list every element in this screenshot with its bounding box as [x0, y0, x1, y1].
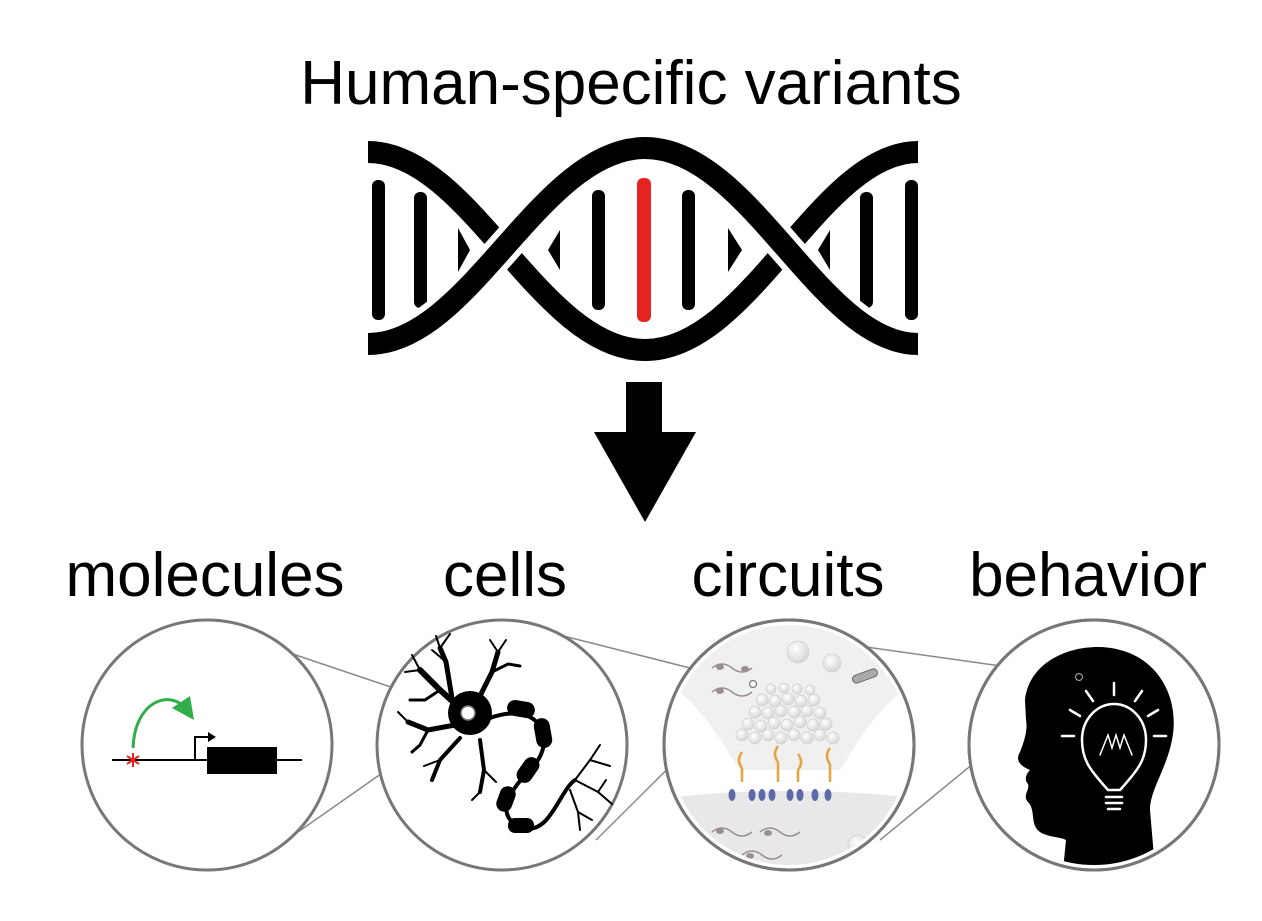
diagram-title: Human-specific variants — [300, 49, 962, 118]
gene-icon — [112, 696, 302, 774]
zoom-origin-marker — [1074, 672, 1084, 682]
base-pair — [905, 180, 918, 320]
zoom-origin-marker — [748, 679, 758, 689]
variant-base-pair — [637, 178, 651, 322]
receptor-orange — [737, 745, 832, 782]
circuits-circle — [662, 618, 916, 872]
lightbulb-icon — [1060, 681, 1168, 811]
label-behavior: behavior — [969, 541, 1207, 610]
down-arrow-icon — [594, 382, 696, 522]
head-lightbulb-icon — [1018, 647, 1174, 865]
dna-helix-icon — [366, 130, 920, 362]
head-silhouette — [1018, 647, 1174, 865]
label-cells: cells — [442, 541, 568, 610]
cells-circle — [375, 618, 629, 872]
base-pair — [458, 228, 470, 272]
molecules-circle — [80, 618, 334, 872]
behavior-circle — [967, 618, 1221, 872]
variant-asterisk-icon — [126, 753, 140, 767]
base-pair — [592, 190, 605, 310]
label-circuits: circuits — [691, 541, 885, 610]
receptor-blue — [728, 789, 832, 801]
base-pair — [548, 230, 560, 270]
dna-strand-a — [367, 141, 919, 362]
myelin-sheath — [496, 699, 553, 833]
neuron-nucleus — [460, 705, 476, 721]
base-pair — [860, 192, 873, 308]
label-molecules: molecules — [65, 541, 345, 610]
base-pair — [818, 230, 830, 270]
base-pair — [728, 228, 742, 272]
microtubule — [852, 668, 878, 684]
base-pair — [682, 190, 695, 310]
base-pair — [414, 192, 427, 308]
base-pair — [372, 180, 385, 320]
dna-strand-b — [367, 136, 919, 355]
